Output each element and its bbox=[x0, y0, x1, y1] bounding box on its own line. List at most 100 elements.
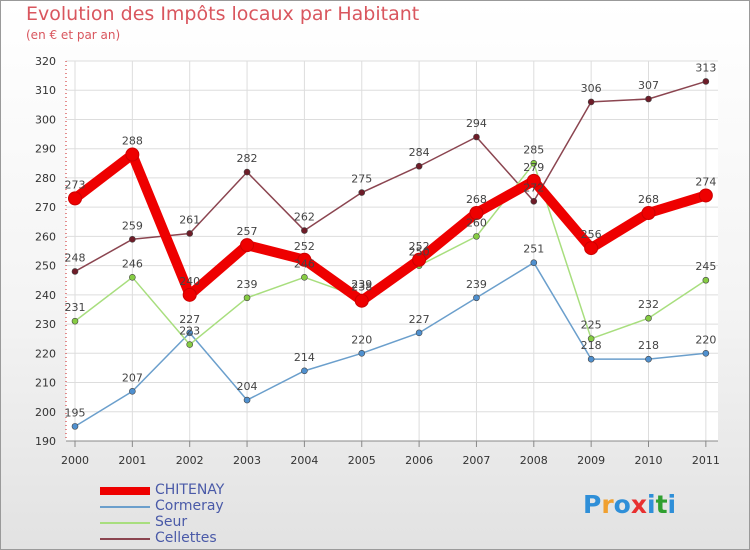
data-point bbox=[297, 252, 312, 267]
x-tick-label: 2011 bbox=[692, 454, 720, 467]
data-point bbox=[186, 230, 193, 237]
data-label: 218 bbox=[638, 339, 659, 352]
data-label: 275 bbox=[351, 173, 372, 186]
data-point bbox=[526, 173, 541, 188]
x-tick-label: 2003 bbox=[233, 454, 261, 467]
data-label: 282 bbox=[237, 152, 258, 165]
y-tick-label: 270 bbox=[35, 201, 56, 214]
x-tick-label: 2010 bbox=[635, 454, 663, 467]
logo-letter: o bbox=[613, 490, 631, 519]
y-tick-label: 230 bbox=[35, 318, 56, 331]
data-label: 223 bbox=[179, 325, 200, 338]
data-point bbox=[71, 423, 79, 430]
data-point bbox=[587, 355, 595, 363]
x-tick-label: 2002 bbox=[176, 454, 204, 467]
data-point bbox=[473, 294, 480, 302]
y-tick-label: 240 bbox=[35, 289, 56, 302]
logo-letter: x bbox=[630, 490, 647, 519]
data-label: 307 bbox=[638, 79, 659, 92]
data-label: 251 bbox=[523, 243, 544, 256]
x-tick-label: 2007 bbox=[462, 454, 490, 467]
y-tick-label: 310 bbox=[35, 84, 56, 97]
data-point bbox=[243, 168, 251, 176]
data-point bbox=[301, 367, 308, 375]
data-point bbox=[129, 236, 136, 243]
data-label: 246 bbox=[294, 257, 315, 270]
data-label: 279 bbox=[523, 161, 544, 174]
data-label: 262 bbox=[294, 211, 315, 224]
data-label: 294 bbox=[466, 117, 487, 130]
legend-item-cormeray: Cormeray bbox=[100, 498, 300, 515]
data-label: 220 bbox=[351, 333, 372, 346]
legend-item-seur: Seur bbox=[100, 514, 300, 531]
data-label: 227 bbox=[179, 313, 200, 326]
data-point bbox=[415, 329, 423, 337]
y-tick-label: 210 bbox=[35, 377, 56, 390]
y-tick-label: 320 bbox=[35, 55, 56, 68]
legend-item-chitenay: CHITENAY bbox=[100, 482, 300, 499]
data-point bbox=[412, 252, 427, 267]
legend-label: Cormeray bbox=[155, 498, 224, 514]
data-point bbox=[358, 350, 366, 357]
logo-letter: t bbox=[655, 490, 668, 519]
data-label: 260 bbox=[466, 216, 487, 229]
data-label: 261 bbox=[179, 213, 200, 226]
data-label: 239 bbox=[237, 278, 258, 291]
legend-label: CHITENAY bbox=[155, 482, 225, 498]
x-tick-label: 2009 bbox=[577, 454, 605, 467]
data-label: 273 bbox=[65, 178, 86, 191]
x-tick-label: 2001 bbox=[118, 454, 146, 467]
data-label: 268 bbox=[466, 193, 487, 206]
data-label: 306 bbox=[581, 82, 602, 95]
y-tick-label: 220 bbox=[35, 347, 56, 360]
x-tick-label: 2004 bbox=[290, 454, 318, 467]
logo-letter: P bbox=[583, 490, 602, 519]
data-point bbox=[641, 206, 656, 220]
data-label: 272 bbox=[523, 181, 544, 194]
data-label: 239 bbox=[351, 278, 372, 291]
data-point bbox=[530, 198, 538, 205]
data-label: 246 bbox=[122, 257, 143, 270]
x-tick-label: 2000 bbox=[61, 454, 89, 467]
data-point bbox=[71, 268, 79, 275]
chart-title: Evolution des Impôts locaux par Habitant bbox=[26, 3, 420, 25]
y-tick-label: 290 bbox=[35, 143, 56, 156]
data-point bbox=[530, 160, 538, 167]
data-point bbox=[473, 133, 480, 141]
data-label: 225 bbox=[581, 319, 602, 332]
data-label: 207 bbox=[122, 371, 143, 384]
legend-label: Seur bbox=[155, 514, 188, 530]
data-point bbox=[129, 274, 136, 281]
data-label: 268 bbox=[638, 193, 659, 206]
series-line-cormeray bbox=[74, 261, 707, 428]
data-point bbox=[186, 341, 193, 348]
data-point bbox=[702, 78, 710, 85]
y-tick-label: 280 bbox=[35, 172, 56, 185]
y-tick-label: 190 bbox=[35, 435, 56, 448]
data-label: 214 bbox=[294, 351, 315, 364]
data-point bbox=[68, 191, 82, 206]
data-point bbox=[243, 396, 251, 404]
data-point bbox=[469, 206, 484, 220]
data-point bbox=[702, 276, 710, 284]
legend-swatch bbox=[100, 487, 150, 495]
data-label: 248 bbox=[65, 251, 86, 264]
x-tick-label: 2005 bbox=[348, 454, 376, 467]
logo-letter: r bbox=[601, 490, 614, 519]
data-point bbox=[587, 98, 595, 106]
data-label: 252 bbox=[409, 240, 430, 253]
data-label: 195 bbox=[65, 406, 86, 419]
data-label: 285 bbox=[523, 143, 544, 156]
data-label: 257 bbox=[237, 225, 258, 238]
data-label: 252 bbox=[294, 240, 315, 253]
data-label: 245 bbox=[695, 260, 716, 273]
data-label: 288 bbox=[122, 135, 143, 148]
data-point bbox=[354, 293, 369, 308]
data-label: 284 bbox=[409, 146, 430, 159]
data-point bbox=[698, 188, 713, 203]
data-point bbox=[473, 233, 480, 240]
data-point bbox=[182, 287, 197, 302]
data-point bbox=[71, 317, 79, 325]
data-point bbox=[587, 335, 595, 342]
data-point bbox=[125, 147, 140, 162]
